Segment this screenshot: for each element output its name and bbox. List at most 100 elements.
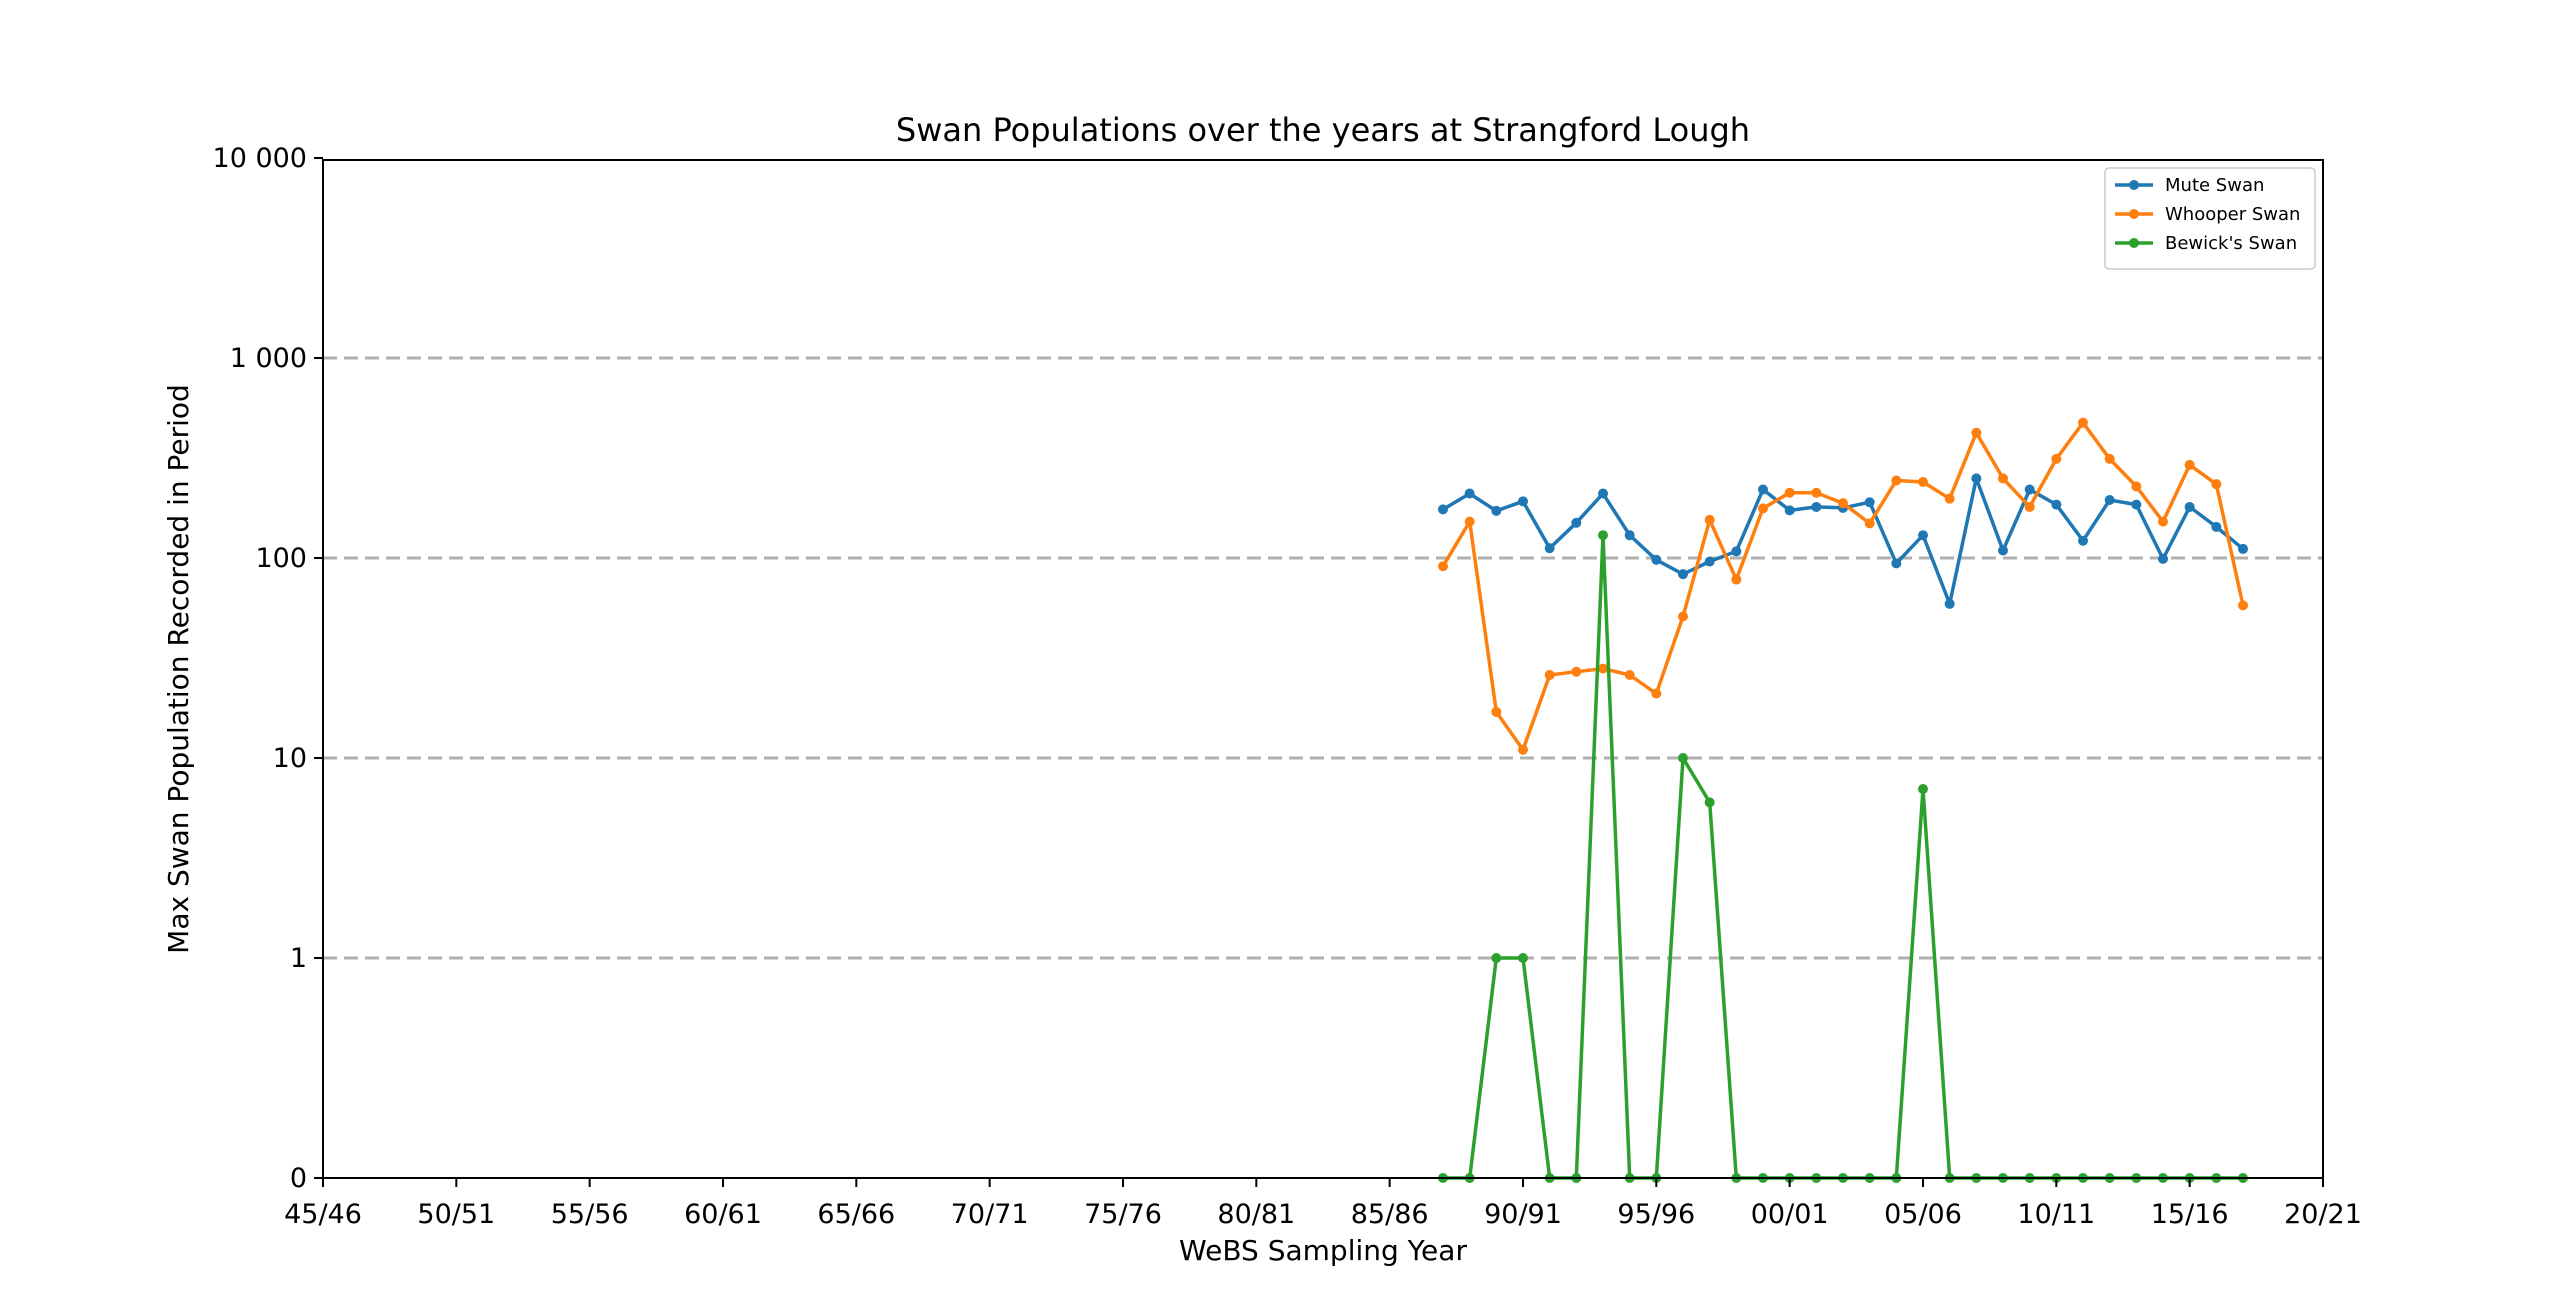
data-point-whooper-swan [1678, 611, 1688, 622]
data-point-whooper-swan [2211, 479, 2222, 490]
data-point-mute-swan [1598, 488, 1608, 499]
data-point-whooper-swan [2184, 459, 2195, 470]
data-point-mute-swan [1758, 484, 1768, 495]
data-point-whooper-swan [2024, 501, 2035, 512]
data-point-mute-swan [1864, 497, 1875, 508]
data-point-whooper-swan [1491, 706, 1502, 717]
x-tick-label: 10/11 [2017, 1199, 2095, 1230]
x-tick-label: 95/96 [1617, 1199, 1695, 1230]
y-tick-label: 10 000 [213, 143, 307, 174]
x-tick-label: 65/66 [817, 1199, 895, 1230]
data-point-whooper-swan [1651, 688, 1662, 699]
data-point-whooper-swan [1704, 514, 1715, 525]
data-point-mute-swan [1971, 473, 1982, 484]
data-point-mute-swan [1998, 545, 2008, 556]
axis-ticks: 0 1 10 100 1 000 10 000 45/46 50/51 55/56 60/61 65… [213, 143, 2362, 1230]
data-point-mute-swan [2184, 501, 2195, 512]
data-point-mute-swan [1731, 546, 1742, 557]
data-point-mute-swan [2211, 521, 2222, 532]
data-point-mute-swan [2024, 484, 2035, 495]
data-point-mute-swan [1438, 504, 1448, 515]
legend-label-bewick-s-swan: Bewick's Swan [2165, 233, 2297, 254]
data-point-bewick-s-swan [1918, 783, 1928, 794]
x-tick-label: 15/16 [2151, 1199, 2229, 1230]
data-point-bewick-s-swan [1598, 530, 1608, 541]
y-tick-label: 100 [255, 543, 307, 574]
data-point-whooper-swan [2078, 417, 2088, 428]
y-tick-label: 0 [290, 1163, 307, 1194]
data-point-whooper-swan [2104, 453, 2115, 464]
data-point-whooper-swan [1918, 476, 1928, 487]
x-tick-label: 55/56 [551, 1199, 629, 1230]
data-point-mute-swan [2238, 543, 2248, 554]
x-tick-label: 05/06 [1884, 1199, 1962, 1230]
x-tick-label: 75/76 [1084, 1199, 1162, 1230]
y-tick-label: 10 [273, 743, 307, 774]
data-point-whooper-swan [1731, 574, 1742, 585]
data-point-mute-swan [2078, 535, 2088, 546]
legend: Mute Swan Whooper Swan Bewick's Swan [2104, 167, 2316, 270]
data-point-whooper-swan [1971, 427, 1982, 438]
data-point-mute-swan [1891, 558, 1902, 569]
data-point-whooper-swan [1544, 670, 1555, 681]
plot-frame [322, 159, 2324, 1179]
data-point-whooper-swan [1838, 498, 1848, 509]
data-point-mute-swan [1544, 543, 1555, 554]
data-point-whooper-swan [2238, 600, 2248, 611]
x-axis-label: WeBS Sampling Year [1179, 1234, 1467, 1267]
data-point-bewick-s-swan [1518, 953, 1528, 963]
x-tick-label: 45/46 [284, 1199, 362, 1230]
data-point-mute-swan [1571, 517, 1582, 528]
data-point-mute-swan [2131, 499, 2142, 510]
data-point-whooper-swan [1944, 493, 1955, 504]
legend-marker-whooper-swan [2129, 209, 2139, 219]
x-tick-label: 60/61 [684, 1199, 762, 1230]
data-point-whooper-swan [1784, 487, 1795, 498]
x-tick-label: 70/71 [951, 1199, 1029, 1230]
legend-label-whooper-swan: Whooper Swan [2165, 204, 2300, 225]
data-point-whooper-swan [1811, 487, 1822, 498]
data-point-mute-swan [1518, 496, 1528, 507]
data-point-mute-swan [1704, 556, 1715, 567]
y-tick-label: 1 [290, 943, 307, 974]
data-point-whooper-swan [1891, 475, 1902, 486]
data-point-mute-swan [1918, 530, 1928, 541]
y-axis-label: Max Swan Population Recorded in Period [162, 384, 195, 954]
data-point-whooper-swan [1464, 516, 1475, 527]
data-point-mute-swan [1784, 505, 1795, 516]
data-point-mute-swan [2158, 553, 2168, 564]
data-point-mute-swan [2104, 494, 2115, 505]
data-point-whooper-swan [1758, 503, 1768, 514]
legend-marker-bewick-s-swan [2129, 238, 2139, 248]
data-point-bewick-s-swan [1704, 797, 1715, 808]
x-tick-label: 80/81 [1217, 1199, 1295, 1230]
data-point-mute-swan [1811, 501, 1822, 512]
data-point-whooper-swan [1571, 666, 1582, 677]
data-point-mute-swan [1624, 530, 1635, 541]
x-tick-label: 00/01 [1751, 1199, 1829, 1230]
x-tick-label: 90/91 [1484, 1199, 1562, 1230]
data-point-mute-swan [1678, 569, 1688, 580]
data-point-mute-swan [1464, 488, 1475, 499]
x-tick-label: 50/51 [417, 1199, 495, 1230]
grid [323, 356, 2323, 960]
x-tick-label: 85/86 [1351, 1199, 1429, 1230]
x-tick-label: 20/21 [2284, 1199, 2362, 1230]
chart-title: Swan Populations over the years at Stran… [896, 111, 1750, 149]
data-point-whooper-swan [1624, 670, 1635, 681]
data-point-bewick-s-swan [1491, 953, 1502, 963]
data-point-mute-swan [2051, 499, 2062, 510]
data-point-mute-swan [1491, 505, 1502, 516]
legend-label-mute-swan: Mute Swan [2165, 175, 2264, 196]
data-point-whooper-swan [1864, 518, 1875, 529]
y-tick-label: 1 000 [230, 343, 307, 374]
data-point-whooper-swan [1998, 473, 2008, 484]
legend-marker-mute-swan [2129, 180, 2139, 190]
data-point-bewick-s-swan [1678, 753, 1688, 763]
data-point-whooper-swan [1518, 744, 1528, 755]
data-point-mute-swan [1651, 554, 1662, 565]
data-point-whooper-swan [2051, 453, 2062, 464]
data-point-whooper-swan [2158, 516, 2168, 527]
legend-box [2104, 167, 2316, 270]
